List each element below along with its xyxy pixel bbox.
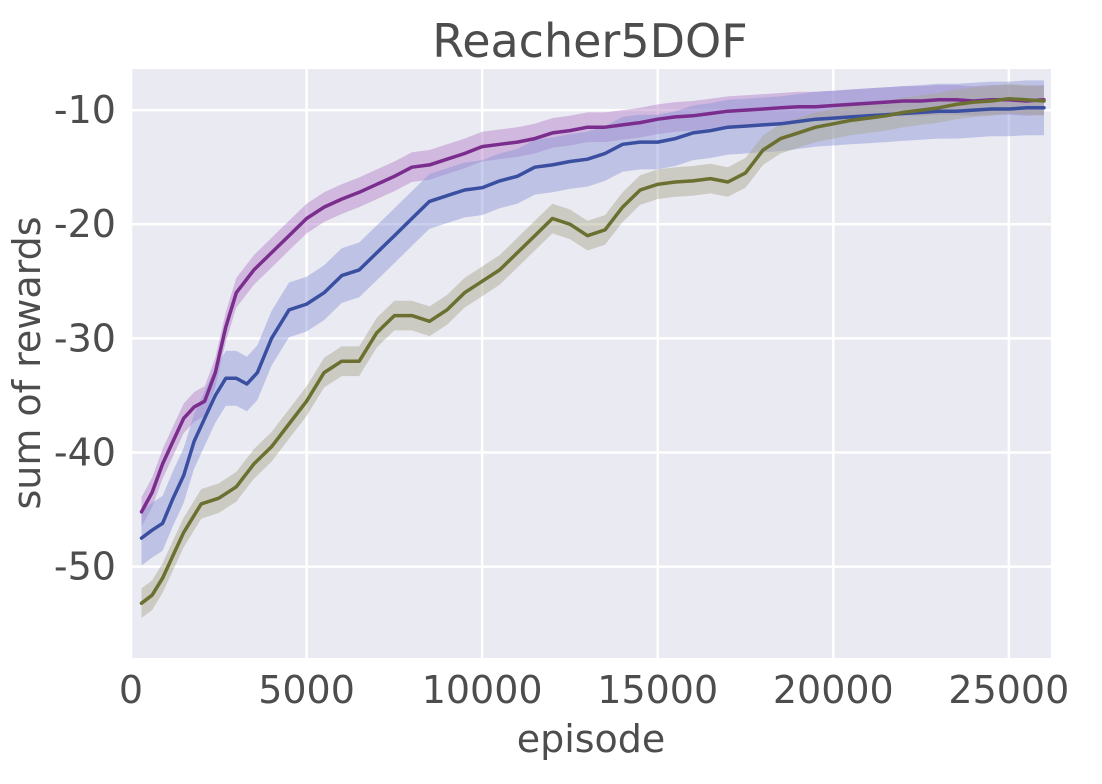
x-tick-label: 25000 (948, 668, 1069, 712)
chart-title: Reacher5DOF (432, 14, 747, 68)
series-3-line (139, 96, 1046, 605)
x-tick-label: 5000 (258, 668, 355, 712)
x-tick-label: 20000 (773, 668, 894, 712)
x-tick-label: 10000 (422, 668, 543, 712)
x-tick-label: 0 (119, 668, 143, 712)
x-tick-label: 15000 (597, 668, 718, 712)
y-tick-label: -30 (54, 316, 116, 360)
y-axis-title: sum of rewards (5, 216, 49, 509)
y-tick-label: -10 (54, 88, 116, 132)
series-lines (139, 96, 1046, 605)
series-2-band (141, 80, 1044, 566)
x-axis-title: episode (517, 717, 666, 761)
confidence-bands (141, 80, 1044, 619)
grid-lines (129, 69, 1051, 658)
series-1-band (141, 85, 1044, 527)
y-axis-ticks: -10 -20 -30 -40 -50 (54, 88, 116, 589)
plot-area (131, 69, 1051, 658)
series-1-line (139, 98, 1046, 514)
y-tick-label: -50 (54, 545, 116, 589)
y-tick-label: -20 (54, 202, 116, 246)
y-tick-label: -40 (54, 431, 116, 475)
x-axis-ticks: 0 5000 10000 15000 20000 25000 (119, 668, 1069, 712)
